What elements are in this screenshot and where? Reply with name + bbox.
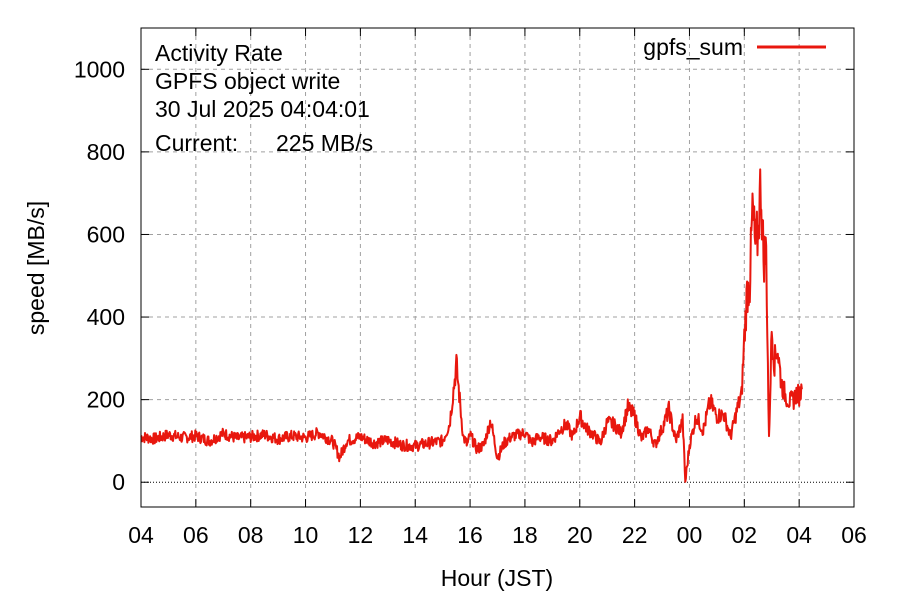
tick-marks — [140, 28, 855, 507]
x-tick-label: 18 — [512, 522, 538, 548]
y-tick-label: 200 — [87, 387, 125, 413]
x-tick-label: 06 — [183, 522, 209, 548]
y-tick-labels: 0 200 400 600 800 1000 — [74, 56, 125, 495]
x-tick-label: 00 — [677, 522, 703, 548]
y-tick-label: 800 — [87, 139, 125, 165]
x-tick-labels: 04 06 08 10 12 14 16 18 20 22 00 02 04 06 — [128, 522, 867, 548]
series-layer — [140, 168, 803, 483]
plot-border — [140, 27, 855, 508]
x-tick-label: 06 — [841, 522, 867, 548]
grid-lines — [141, 28, 854, 507]
current-label: Current: — [155, 130, 238, 156]
y-tick-label: 0 — [112, 469, 125, 495]
x-tick-label: 14 — [402, 522, 428, 548]
x-tick-label: 12 — [348, 522, 374, 548]
y-tick-label: 400 — [87, 304, 125, 330]
x-axis-title: Hour (JST) — [441, 565, 553, 591]
y-tick-label: 600 — [87, 221, 125, 247]
title-line-1: Activity Rate — [155, 40, 283, 66]
x-tick-label: 16 — [457, 522, 483, 548]
x-tick-label: 02 — [732, 522, 758, 548]
current-value: 225 MB/s — [276, 130, 373, 156]
legend-label: gpfs_sum — [643, 34, 743, 60]
x-tick-label: 10 — [293, 522, 319, 548]
series-line-gpfs_sum — [140, 168, 803, 483]
x-tick-label: 22 — [622, 522, 648, 548]
x-tick-label: 04 — [786, 522, 812, 548]
title-line-2: GPFS object write — [155, 68, 340, 94]
x-tick-label: 04 — [128, 522, 154, 548]
y-tick-label: 1000 — [74, 56, 125, 82]
timestamp-line: 30 Jul 2025 04:04:01 — [155, 96, 370, 122]
x-tick-label: 20 — [567, 522, 593, 548]
y-axis-title: speed [MB/s] — [23, 201, 49, 335]
x-tick-label: 08 — [238, 522, 264, 548]
